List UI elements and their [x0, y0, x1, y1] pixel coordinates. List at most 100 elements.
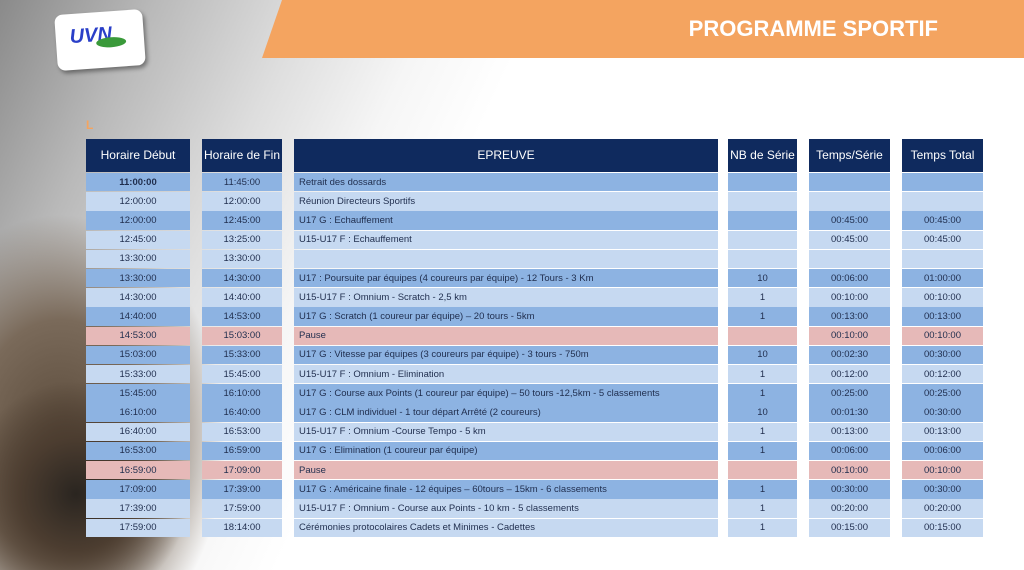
cell-nb: [728, 173, 797, 192]
cell-ts: 00:01:30: [809, 403, 890, 422]
title-banner: PROGRAMME SPORTIF: [262, 0, 1024, 58]
cell-event: U15-U17 F : Echauffement: [294, 230, 718, 249]
cell-end: 15:33:00: [202, 345, 282, 365]
table-row: 12:00:00 12:00:00 Réunion Directeurs Sport…: [86, 192, 983, 211]
cell-start: 14:53:00: [86, 326, 190, 345]
cell-tt: 00:20:00: [902, 499, 983, 518]
cell-tt: 00:12:00: [902, 365, 983, 384]
cell-event: U17 : Poursuite par équipes (4 coureurs …: [294, 269, 718, 288]
cell-event: U15-U17 F : Omnium - Course aux Points -…: [294, 499, 718, 518]
cell-ts: 00:10:00: [809, 288, 890, 307]
table-row: 12:45:00 13:25:00 U15-U17 F : Echauffement…: [86, 230, 983, 249]
table-row: 17:59:00 18:14:00 Cérémonies protocolaires…: [86, 518, 983, 537]
cell-ts: [809, 249, 890, 269]
cell-start: 16:10:00: [86, 403, 190, 422]
cell-end: 14:53:00: [202, 307, 282, 326]
cell-event: U17 G : Course aux Points (1 coureur par…: [294, 384, 718, 403]
cell-event: U17 G : Scratch (1 coureur par équipe) –…: [294, 307, 718, 326]
cell-event: [294, 249, 718, 269]
cell-tt: 00:13:00: [902, 307, 983, 326]
cell-end: 14:40:00: [202, 288, 282, 307]
cell-end: 17:09:00: [202, 461, 282, 480]
cell-event: Pause: [294, 326, 718, 345]
cell-tt: 00:06:00: [902, 441, 983, 461]
cell-start: 15:03:00: [86, 345, 190, 365]
bullet-marker: L: [86, 118, 94, 132]
cell-nb: 1: [728, 365, 797, 384]
cell-ts: 00:15:00: [809, 518, 890, 537]
cell-end: 13:30:00: [202, 249, 282, 269]
cell-nb: 1: [728, 499, 797, 518]
cell-ts: 00:13:00: [809, 422, 890, 441]
cell-tt: [902, 249, 983, 269]
cell-nb: [728, 249, 797, 269]
column-header: NB de Série: [728, 139, 797, 172]
table-header: Horaire Début Horaire de Fin EPREUVE NB de …: [86, 139, 983, 172]
cell-end: 12:00:00: [202, 192, 282, 211]
cell-nb: 1: [728, 518, 797, 537]
cell-ts: 00:02:30: [809, 345, 890, 365]
cell-tt: 00:15:00: [902, 518, 983, 537]
table-row: 15:45:00 16:10:00 U17 G : Course aux Point…: [86, 384, 983, 403]
column-header: Temps Total: [902, 139, 983, 172]
cell-tt: 00:25:00: [902, 384, 983, 403]
cell-ts: 00:10:00: [809, 461, 890, 480]
cell-end: 18:14:00: [202, 518, 282, 537]
table-row: 16:40:00 16:53:00 U15-U17 F : Omnium -Cour…: [86, 422, 983, 441]
cell-tt: [902, 173, 983, 192]
table-row: 17:09:00 17:39:00 U17 G : Américaine final…: [86, 480, 983, 499]
cell-start: 16:59:00: [86, 461, 190, 480]
column-header: EPREUVE: [294, 139, 718, 172]
cell-ts: 00:45:00: [809, 211, 890, 230]
cell-event: Réunion Directeurs Sportifs: [294, 192, 718, 211]
table-row: 15:03:00 15:33:00 U17 G : Vitesse par équi…: [86, 345, 983, 365]
cell-ts: 00:12:00: [809, 365, 890, 384]
table-row: 17:39:00 17:59:00 U15-U17 F : Omnium - Cou…: [86, 499, 983, 518]
table-row: 16:59:00 17:09:00 Pause 00:10:00 00:10:00: [86, 461, 983, 480]
cell-end: 13:25:00: [202, 230, 282, 249]
cell-start: 13:30:00: [86, 269, 190, 288]
cell-start: 11:00:00: [86, 173, 190, 192]
cell-event: U17 G : Vitesse par équipes (3 coureurs …: [294, 345, 718, 365]
cell-ts: 00:25:00: [809, 384, 890, 403]
cell-start: 13:30:00: [86, 249, 190, 269]
table-row: 14:30:00 14:40:00 U15-U17 F : Omnium - Scr…: [86, 288, 983, 307]
cell-start: 14:40:00: [86, 307, 190, 326]
table-row: 15:33:00 15:45:00 U15-U17 F : Omnium - Eli…: [86, 365, 983, 384]
table-row: 16:53:00 16:59:00 U17 G : Elimination (1 c…: [86, 441, 983, 461]
cell-ts: 00:10:00: [809, 326, 890, 345]
cell-end: 14:30:00: [202, 269, 282, 288]
cell-nb: [728, 192, 797, 211]
cell-nb: 10: [728, 345, 797, 365]
cell-tt: 00:13:00: [902, 422, 983, 441]
cell-start: 17:39:00: [86, 499, 190, 518]
cell-event: Pause: [294, 461, 718, 480]
cell-ts: 00:06:00: [809, 269, 890, 288]
cell-start: 17:09:00: [86, 480, 190, 499]
cell-tt: 01:00:00: [902, 269, 983, 288]
cell-tt: 00:10:00: [902, 461, 983, 480]
cell-event: Retrait des dossards: [294, 173, 718, 192]
cell-end: 12:45:00: [202, 211, 282, 230]
column-header: Temps/Série: [809, 139, 890, 172]
cell-start: 17:59:00: [86, 518, 190, 537]
cell-end: 16:40:00: [202, 403, 282, 422]
cell-start: 15:33:00: [86, 365, 190, 384]
cell-event: U15-U17 F : Omnium - Scratch - 2,5 km: [294, 288, 718, 307]
cell-end: 11:45:00: [202, 173, 282, 192]
cell-tt: 00:30:00: [902, 480, 983, 499]
cell-nb: [728, 326, 797, 345]
table-row: 13:30:00 14:30:00 U17 : Poursuite par équi…: [86, 269, 983, 288]
cell-tt: 00:30:00: [902, 403, 983, 422]
cell-nb: 1: [728, 480, 797, 499]
cell-start: 16:40:00: [86, 422, 190, 441]
cell-ts: [809, 192, 890, 211]
cell-start: 12:00:00: [86, 192, 190, 211]
cell-event: Cérémonies protocolaires Cadets et Minim…: [294, 518, 718, 537]
cell-start: 14:30:00: [86, 288, 190, 307]
table-row: 13:30:00 13:30:00: [86, 249, 983, 269]
cell-tt: 00:45:00: [902, 211, 983, 230]
cell-nb: 1: [728, 307, 797, 326]
table-row: 14:53:00 15:03:00 Pause 00:10:00 00:10:00: [86, 326, 983, 345]
cell-event: U17 G : Américaine finale - 12 équipes –…: [294, 480, 718, 499]
